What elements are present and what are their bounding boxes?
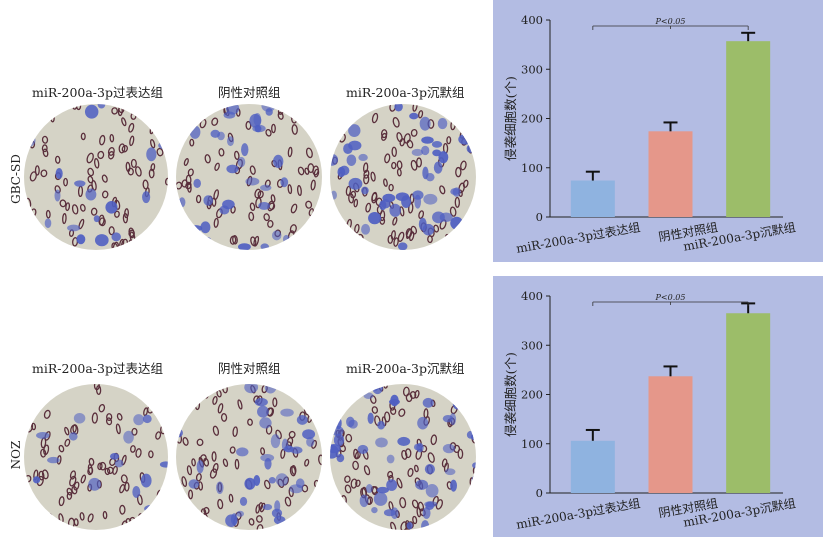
micrograph-texture — [176, 384, 322, 530]
bar-1 — [648, 131, 693, 217]
y-tick-label: 100 — [521, 437, 543, 451]
category-label-0: miR-200a-3p过表达组 — [515, 496, 641, 532]
y-tick-label: 300 — [521, 62, 543, 76]
caption-gbcsd-overexpression: miR-200a-3p过表达组 — [32, 85, 163, 100]
row-label-gbc-sd: GBC-SD — [9, 154, 23, 204]
y-tick-label: 300 — [521, 338, 543, 352]
bar-2 — [726, 41, 771, 217]
caption-noz-silencing: miR-200a-3p沉默组 — [346, 361, 465, 376]
bar-2 — [726, 313, 771, 493]
bar-1 — [648, 376, 693, 493]
micrograph-texture — [330, 384, 476, 530]
caption-noz-negative-control: 阴性对照组 — [218, 361, 281, 376]
transwell-image-noz-silencing — [330, 384, 476, 530]
y-tick-label: 100 — [521, 161, 543, 175]
y-tick-label: 400 — [521, 289, 543, 303]
transwell-image-gbcsd-silencing — [330, 104, 476, 250]
category-label-0: miR-200a-3p过表达组 — [515, 220, 641, 256]
significance-label: P<0.05 — [655, 17, 686, 26]
significance-label: P<0.05 — [655, 293, 686, 302]
micrograph-texture — [24, 384, 168, 530]
transwell-image-gbcsd-overexpression — [24, 104, 168, 250]
y-tick-label: 400 — [521, 13, 543, 27]
caption-gbcsd-silencing: miR-200a-3p沉默组 — [346, 85, 465, 100]
transwell-image-gbcsd-negative-control — [176, 104, 322, 250]
y-tick-label: 200 — [521, 112, 543, 126]
bar-0 — [570, 180, 615, 217]
y-tick-label: 0 — [536, 210, 543, 224]
micrograph-texture — [24, 104, 168, 250]
caption-noz-overexpression: miR-200a-3p过表达组 — [32, 361, 163, 376]
micrograph-texture — [330, 104, 476, 250]
y-tick-label: 200 — [521, 388, 543, 402]
chart-panel-gbcsd: 0 100 200 300 400 侵袭细胞数(个) miR-200a-3p过表达组 阴性对照… — [493, 0, 823, 262]
y-axis-label: 侵袭细胞数(个) — [503, 352, 518, 437]
y-axis-label: 侵袭细胞数(个) — [503, 76, 518, 161]
caption-gbcsd-negative-control: 阴性对照组 — [218, 85, 281, 100]
chart-panel-noz: 0 100 200 300 400 侵袭细胞数(个) miR-200a-3p过表达组 阴性对照… — [493, 276, 823, 537]
row-label-noz: NOZ — [9, 440, 23, 470]
micrograph-texture — [176, 104, 322, 250]
transwell-image-noz-negative-control — [176, 384, 322, 530]
bar-0 — [570, 440, 615, 493]
y-tick-label: 0 — [536, 486, 543, 500]
transwell-image-noz-overexpression — [24, 384, 168, 530]
